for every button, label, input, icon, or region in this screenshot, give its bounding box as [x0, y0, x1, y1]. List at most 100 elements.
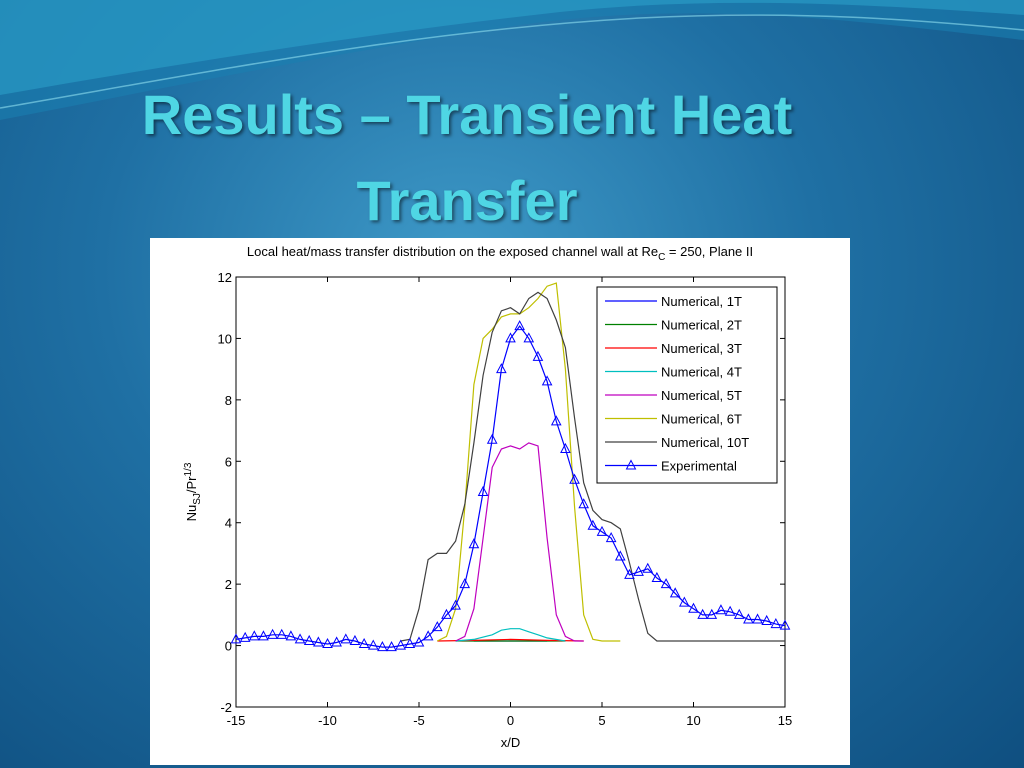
- y-tick-label: 12: [218, 270, 232, 285]
- y-tick-label: 10: [218, 331, 232, 346]
- legend-label: Numerical, 4T: [661, 365, 742, 380]
- legend-label: Numerical, 1T: [661, 294, 742, 309]
- legend-marker: [625, 459, 637, 470]
- y-label-part: 1/3: [183, 462, 194, 476]
- data-point: [294, 633, 306, 644]
- chart-title: Local heat/mass transfer distribution on…: [247, 244, 753, 263]
- series-line: [437, 282, 621, 642]
- legend-label: Experimental: [661, 459, 737, 474]
- x-tick-label: 10: [686, 713, 700, 728]
- title-part: = 250, Plane II: [665, 244, 753, 259]
- decoration: [0, 0, 1024, 120]
- data-point: [569, 473, 580, 484]
- data-point: [743, 613, 754, 624]
- data-point: [505, 332, 516, 343]
- data-point: [733, 608, 745, 619]
- data-point: [239, 631, 251, 642]
- data-point: [404, 637, 416, 649]
- data-point: [496, 363, 507, 374]
- y-axis-label: NuSJ/Pr1/3: [183, 462, 203, 521]
- legend-label: Numerical, 5T: [661, 388, 742, 403]
- data-point: [688, 602, 699, 613]
- data-point: [541, 375, 553, 386]
- data-point: [532, 350, 544, 361]
- data-point: [651, 571, 663, 582]
- data-point: [367, 639, 379, 650]
- series-line: [400, 291, 785, 642]
- data-point: [770, 618, 782, 629]
- data-point: [633, 565, 644, 576]
- data-point: [523, 332, 535, 343]
- data-point: [267, 628, 278, 639]
- title-part: Local heat/mass transfer distribution on…: [247, 244, 658, 259]
- y-label-part: SJ: [192, 493, 203, 505]
- y-tick-label: -2: [220, 700, 232, 715]
- data-point: [761, 614, 773, 625]
- x-axis-label: x/D: [501, 735, 521, 750]
- data-point: [724, 605, 736, 616]
- chart: Local heat/mass transfer distribution on…: [150, 238, 850, 765]
- data-point: [377, 641, 388, 652]
- data-point: [441, 608, 452, 619]
- slide-title: Results – Transient Heat Transfer: [141, 83, 793, 232]
- data-point: [624, 568, 635, 579]
- legend-label: Numerical, 3T: [661, 341, 742, 356]
- data-point: [514, 320, 525, 331]
- legend-label: Numerical, 10T: [661, 435, 749, 450]
- data-point: [450, 599, 461, 610]
- data-point: [752, 613, 763, 624]
- x-tick-label: 5: [598, 713, 605, 728]
- data-point: [230, 633, 242, 644]
- data-point: [340, 633, 352, 644]
- data-point: [313, 636, 324, 647]
- data-point: [706, 608, 718, 619]
- series-line: [235, 325, 786, 648]
- series-line: [455, 628, 566, 642]
- y-tick-label: 2: [225, 577, 232, 592]
- data-point: [285, 630, 297, 641]
- data-point: [715, 604, 727, 615]
- data-point: [349, 634, 361, 645]
- data-point: [578, 498, 590, 509]
- data-point: [468, 538, 480, 549]
- y-tick-label: 0: [225, 639, 232, 654]
- data-point: [248, 630, 260, 641]
- data-point: [679, 596, 690, 607]
- data-point: [697, 608, 708, 619]
- y-label-part: Nu: [184, 505, 199, 522]
- y-tick-label: 8: [225, 393, 232, 408]
- data-point: [331, 636, 342, 647]
- data-point: [386, 641, 397, 652]
- data-point: [459, 578, 471, 589]
- data-point: [276, 628, 288, 639]
- data-point: [560, 442, 571, 453]
- y-label-part: /Pr: [184, 476, 199, 493]
- title-part: C: [658, 252, 665, 263]
- data-point: [614, 550, 626, 561]
- data-point: [303, 634, 315, 645]
- series-line: [455, 442, 584, 642]
- x-tick-label: -10: [318, 713, 337, 728]
- data-point: [642, 562, 654, 573]
- data-point: [422, 630, 434, 641]
- data-point: [258, 630, 269, 641]
- y-tick-label: 4: [225, 516, 232, 531]
- data-point: [477, 485, 489, 496]
- data-point: [413, 636, 425, 647]
- data-point: [669, 587, 681, 598]
- data-point: [322, 637, 333, 649]
- data-point: [431, 621, 443, 632]
- data-point: [358, 637, 370, 649]
- data-point: [550, 415, 562, 426]
- data-point: [605, 532, 617, 543]
- data-point: [779, 619, 791, 630]
- x-tick-label: -15: [227, 713, 246, 728]
- x-tick-label: 0: [507, 713, 514, 728]
- legend-box: [596, 286, 778, 484]
- x-tick-label: -5: [413, 713, 425, 728]
- legend-label: Numerical, 2T: [661, 318, 742, 333]
- data-point: [395, 639, 407, 650]
- y-tick-label: 6: [225, 454, 232, 469]
- data-point: [660, 578, 672, 589]
